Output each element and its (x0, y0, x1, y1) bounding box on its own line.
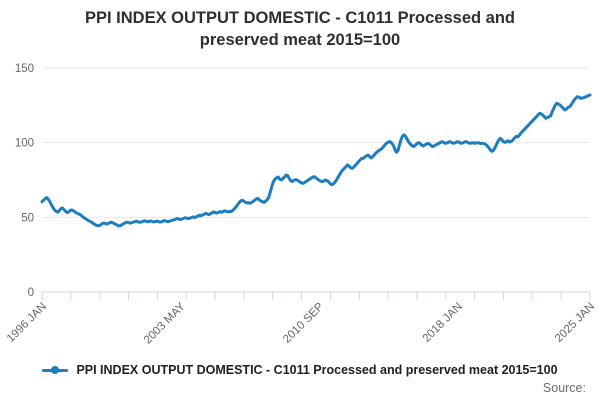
source-label: Source: (542, 381, 586, 395)
x-tick-label: 2018 JAN (421, 301, 465, 345)
y-tick-label: 50 (21, 212, 34, 224)
series-line-marker-icon (42, 365, 69, 375)
y-tick-label: 150 (15, 63, 34, 75)
legend-item[interactable]: PPI INDEX OUTPUT DOMESTIC - C1011 Proces… (0, 361, 600, 379)
legend-label: PPI INDEX OUTPUT DOMESTIC - C1011 Proces… (76, 363, 558, 377)
x-tick-label: 1996 JAN (5, 301, 49, 345)
series-group[interactable] (40, 93, 592, 228)
y-axis-labels: 0 50 100 150 (15, 63, 34, 299)
legend-dot-icon (51, 366, 60, 374)
chart-title-line1: PPI INDEX OUTPUT DOMESTIC - C1011 Proces… (84, 9, 516, 27)
gridlines (42, 67, 590, 218)
x-tick-label: 2025 JAN (553, 301, 597, 345)
y-tick-label: 0 (28, 287, 34, 299)
y-tick-label: 100 (15, 138, 34, 150)
axes (41, 291, 591, 300)
chart-title: PPI INDEX OUTPUT DOMESTIC - C1011 Proces… (0, 7, 600, 51)
chart-title-line2: preserved meat 2015=100 (199, 31, 401, 49)
x-tick-label: 2010 SEP (281, 300, 326, 345)
x-axis-labels: 1996 JAN 2003 MAY 2010 SEP 2018 JAN 2025 JAN (5, 300, 597, 346)
series-line[interactable] (40, 93, 592, 228)
x-tick-label: 2003 MAY (142, 300, 188, 346)
